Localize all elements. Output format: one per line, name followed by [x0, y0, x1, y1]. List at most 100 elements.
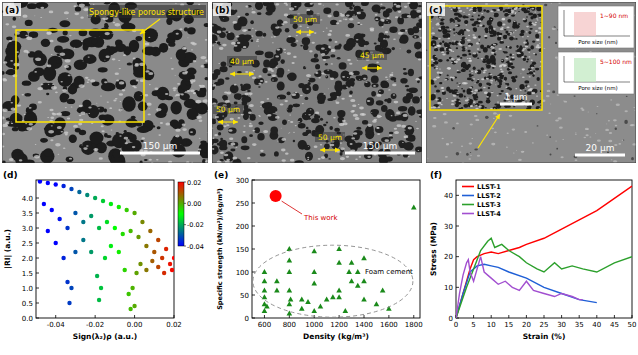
ridge: [389, 134, 392, 136]
ridge: [444, 48, 447, 50]
ridge: [171, 68, 174, 70]
pore: [291, 43, 297, 47]
ridge: [502, 24, 505, 26]
ridge: [467, 39, 471, 41]
pore: [528, 12, 533, 15]
pore: [442, 41, 444, 43]
pore: [320, 44, 330, 55]
ridge: [380, 3, 382, 4]
ridge: [148, 114, 151, 116]
ridge: [340, 13, 343, 15]
pore: [323, 124, 326, 126]
pore: [412, 35, 419, 39]
ridge: [531, 92, 535, 94]
ridge: [133, 58, 136, 60]
pore: [478, 15, 480, 17]
pore: [473, 27, 477, 30]
image-frame: [426, 2, 636, 163]
ridge: [2, 124, 8, 127]
pore: [298, 118, 303, 123]
ridge: [101, 125, 104, 127]
ridge: [230, 142, 235, 145]
pore: [98, 28, 111, 40]
ridge: [38, 101, 42, 104]
ridge: [85, 77, 89, 79]
pore: [74, 76, 85, 88]
pore: [521, 30, 525, 34]
ridge: [149, 108, 150, 110]
pore: [330, 54, 335, 57]
ridge: [442, 138, 444, 139]
pore: [343, 43, 353, 51]
pore: [407, 28, 413, 32]
pore: [237, 71, 242, 73]
ridge: [446, 144, 449, 146]
pore: [446, 51, 449, 54]
ridge: [201, 56, 207, 59]
pore: [292, 92, 300, 99]
ridge: [109, 107, 112, 109]
ridge: [215, 41, 217, 42]
pore: [74, 60, 87, 71]
pore: [374, 43, 377, 45]
ridge: [552, 28, 556, 30]
ridge: [616, 103, 620, 106]
pore: [454, 17, 459, 20]
ridge: [368, 124, 373, 127]
ridge: [359, 107, 364, 110]
ridge: [111, 129, 113, 130]
pore: [40, 138, 47, 143]
ridge: [309, 50, 313, 52]
ridge: [223, 125, 226, 127]
pore: [486, 10, 489, 13]
pore: [472, 53, 477, 58]
pore: [386, 8, 392, 13]
ridge: [289, 132, 290, 134]
pore: [461, 69, 466, 72]
ridge: [459, 152, 461, 153]
ridge: [345, 19, 348, 21]
ridge: [459, 83, 461, 84]
pore: [485, 116, 489, 119]
ridge: [65, 107, 67, 108]
ridge: [584, 137, 587, 139]
pore: [509, 54, 512, 57]
pore: [440, 47, 445, 52]
pore: [537, 77, 540, 81]
ridge: [27, 52, 30, 54]
ridge: [359, 79, 360, 81]
ridge: [597, 139, 601, 141]
pore: [61, 94, 69, 100]
ridge: [260, 106, 262, 107]
pore: [412, 96, 420, 103]
pore: [461, 62, 467, 68]
pore: [524, 80, 529, 83]
pore: [456, 152, 459, 156]
ridge: [218, 63, 220, 64]
ridge: [58, 154, 60, 155]
ridge: [81, 41, 83, 42]
ridge: [284, 2, 288, 4]
pore: [302, 112, 310, 120]
arrow-head: [377, 65, 382, 70]
ridge: [48, 84, 50, 85]
ridge: [518, 159, 522, 161]
pore: [87, 105, 99, 118]
pore: [220, 16, 229, 22]
pore: [466, 153, 469, 156]
ridge: [351, 137, 355, 139]
ridge: [547, 90, 551, 92]
ridge: [255, 30, 257, 31]
ridge: [328, 46, 331, 48]
pore: [474, 93, 478, 95]
ridge: [342, 76, 345, 78]
pore: [350, 7, 353, 9]
pore: [99, 49, 111, 63]
ridge: [35, 144, 37, 145]
pore: [532, 8, 536, 10]
ridge: [614, 144, 617, 146]
ridge: [386, 79, 388, 80]
pore: [497, 75, 500, 79]
pore: [386, 157, 393, 162]
ridge: [391, 72, 393, 73]
